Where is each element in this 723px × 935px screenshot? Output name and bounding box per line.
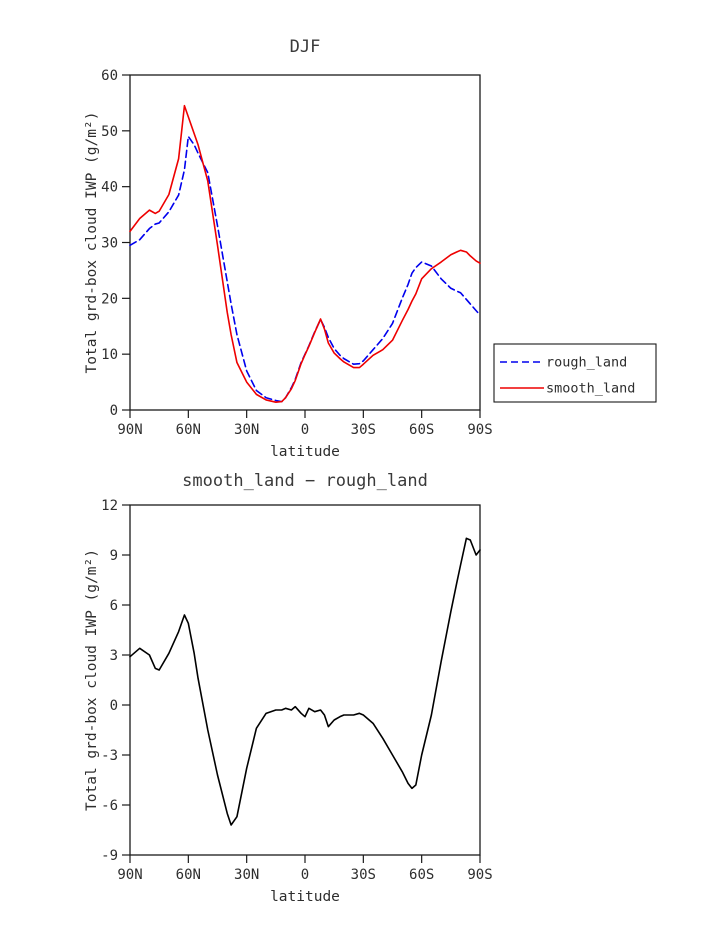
x-tick-label: 90S	[467, 867, 492, 883]
series-difference-line	[129, 537, 481, 826]
x-tick-label: 60N	[176, 422, 201, 438]
x-tick-label: 90N	[117, 867, 142, 883]
y-tick-label: 20	[101, 291, 118, 307]
series-smooth_land-line	[129, 104, 481, 403]
y-tick-label: 40	[101, 180, 118, 196]
x-tick-label: 60N	[176, 867, 201, 883]
y-axis-label: Total grd-box cloud IWP (g/m²)	[84, 549, 100, 811]
difference-iwp-chart: -9 -6 -3 0 3 6 9 12 90N 60N 30N 0 30S 60S 90S smooth_la…	[84, 471, 493, 905]
x-tick-label: 30S	[351, 867, 376, 883]
djf-iwp-chart: 0 10 20 30 40 50 60 90N 60N 30N 0 30S 60S 90S DJF latit…	[84, 37, 657, 460]
y-tick-label: 12	[101, 498, 118, 514]
y-tick-label: 0	[110, 403, 118, 419]
series-rough_land-line	[129, 135, 481, 403]
x-tick-label: 0	[301, 422, 309, 438]
plot-frame	[129, 504, 481, 856]
y-tick-label: -3	[101, 748, 118, 764]
legend-label: rough_land	[546, 355, 627, 371]
y-tick-label: -6	[101, 798, 118, 814]
x-tick-label: 60S	[409, 867, 434, 883]
x-tick-label: 90S	[467, 422, 492, 438]
x-tick-label: 30N	[234, 422, 259, 438]
x-tick-label: 30N	[234, 867, 259, 883]
y-tick-label: 9	[110, 548, 118, 564]
y-tick-label: 60	[101, 68, 118, 84]
x-tick-label: 90N	[117, 422, 142, 438]
y-tick-label: 6	[110, 598, 118, 614]
x-tick-label: 30S	[351, 422, 376, 438]
y-tick-label: 0	[110, 698, 118, 714]
legend-box	[493, 343, 657, 403]
y-tick-label: 3	[110, 648, 118, 664]
y-tick-label: -9	[101, 848, 118, 864]
x-tick-label: 60S	[409, 422, 434, 438]
x-tick-label: 0	[301, 867, 309, 883]
x-axis-label: latitude	[270, 444, 340, 460]
y-tick-label: 50	[101, 124, 118, 140]
legend-label: smooth_land	[546, 381, 635, 397]
chart-title: smooth_land − rough_land	[182, 471, 428, 491]
x-axis-label: latitude	[270, 889, 340, 905]
y-tick-label: 30	[101, 236, 118, 252]
chart-title: DJF	[290, 37, 321, 57]
y-tick-label: 10	[101, 347, 118, 363]
y-axis-label: Total grd-box cloud IWP (g/m²)	[84, 112, 100, 374]
